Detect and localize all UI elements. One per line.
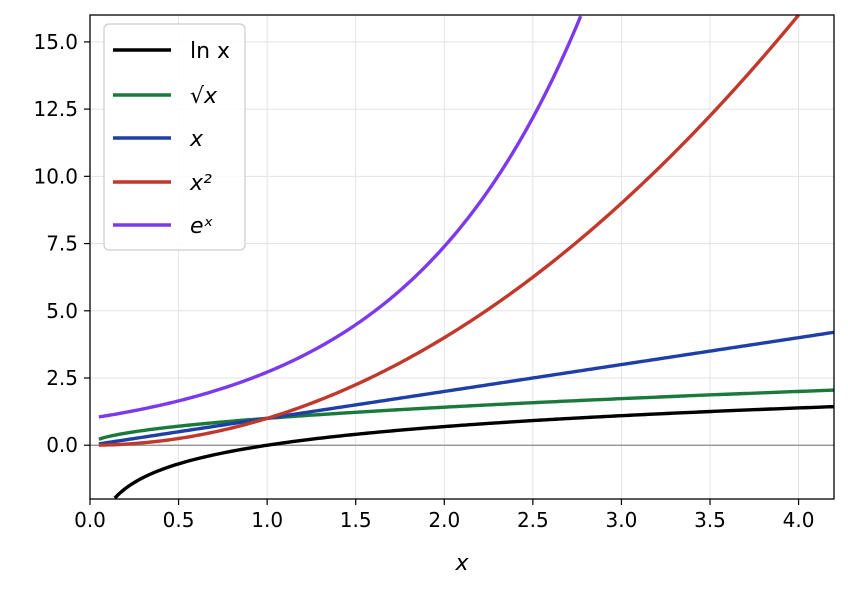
y-tick-label: 0.0 xyxy=(46,433,78,457)
legend-label-sqrt-x: √x xyxy=(190,84,218,109)
y-tick-label: 2.5 xyxy=(46,366,78,390)
series-layer xyxy=(98,15,834,499)
x-tick-label: 2.0 xyxy=(428,508,460,532)
legend-label-x-squared: x² xyxy=(189,171,212,196)
legend-label-exp-x: eˣ xyxy=(190,214,214,239)
x-tick-label: 4.0 xyxy=(783,508,815,532)
x-axis-label: x xyxy=(454,551,469,576)
legend-label-x: x xyxy=(189,127,204,152)
x-tick-label: 0.5 xyxy=(163,508,195,532)
series-line-ln-x xyxy=(113,404,834,499)
y-tick-label: 15.0 xyxy=(33,30,78,54)
x-tick-label: 3.0 xyxy=(606,508,638,532)
y-axis-ticks: 0.0 2.5 5.0 7.5 10.0 12.5 15.0 xyxy=(33,30,90,457)
x-tick-label: 1.5 xyxy=(340,508,372,532)
series-line-x-squared xyxy=(98,15,800,447)
legend-label-ln-x: ln x xyxy=(190,39,230,64)
grid xyxy=(89,15,834,499)
legend-entries: ln x √x x x² eˣ xyxy=(113,39,230,239)
y-tick-label: 5.0 xyxy=(46,299,78,323)
legend: ln x √x x x² eˣ xyxy=(103,23,246,251)
plot-frame xyxy=(89,14,835,500)
x-tick-label: 2.5 xyxy=(517,508,549,532)
y-tick-label: 7.5 xyxy=(46,232,78,256)
x-tick-label: 0.0 xyxy=(74,508,106,532)
y-tick-label: 12.5 xyxy=(33,97,78,121)
x-tick-label: 1.0 xyxy=(251,508,283,532)
x-axis-ticks: 0.0 0.5 1.0 1.5 2.0 2.5 3.0 3.5 4.0 xyxy=(74,499,814,532)
x-tick-label: 3.5 xyxy=(694,508,726,532)
legend-box xyxy=(103,23,246,251)
series-line-exp-x xyxy=(98,15,583,419)
series-line-x xyxy=(98,330,834,446)
series-line-sqrt-x xyxy=(98,388,834,441)
y-tick-label: 10.0 xyxy=(33,164,78,188)
